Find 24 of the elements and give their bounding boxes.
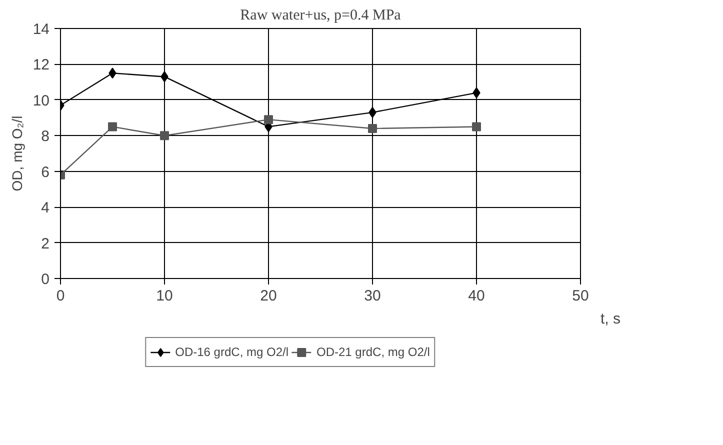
y-tick-label: 2 [41,235,50,252]
y-tick-label: 0 [41,271,50,288]
point [472,122,481,132]
legend-label: OD-21 grdC, mg O2/l [316,345,430,359]
point [264,115,273,124]
y-tick-label: 6 [41,164,50,181]
y-tick-label: 4 [41,200,50,217]
x-tick-label: 20 [260,288,277,304]
point [368,124,377,133]
x-tick-label: 10 [156,288,173,304]
x-axis-title: t, s [600,310,621,328]
point [160,131,169,140]
y-tick-label: 10 [32,92,50,110]
point [108,122,117,132]
y-tick-label: 14 [32,21,50,38]
y-tick-label: 12 [32,56,50,74]
chart-title: Raw water+us, p=0.4 MPa [240,8,402,24]
x-tick-label: 40 [468,288,485,304]
x-tick-label: 30 [364,288,381,304]
y-axis-title: OD, mg O₂/l [8,116,25,192]
x-tick-label: 0 [56,288,65,304]
y-tick-label: 8 [41,128,50,146]
x-tick-label: 50 [572,288,589,304]
legend-label: OD-16 grdC, mg O2/l [175,345,288,359]
